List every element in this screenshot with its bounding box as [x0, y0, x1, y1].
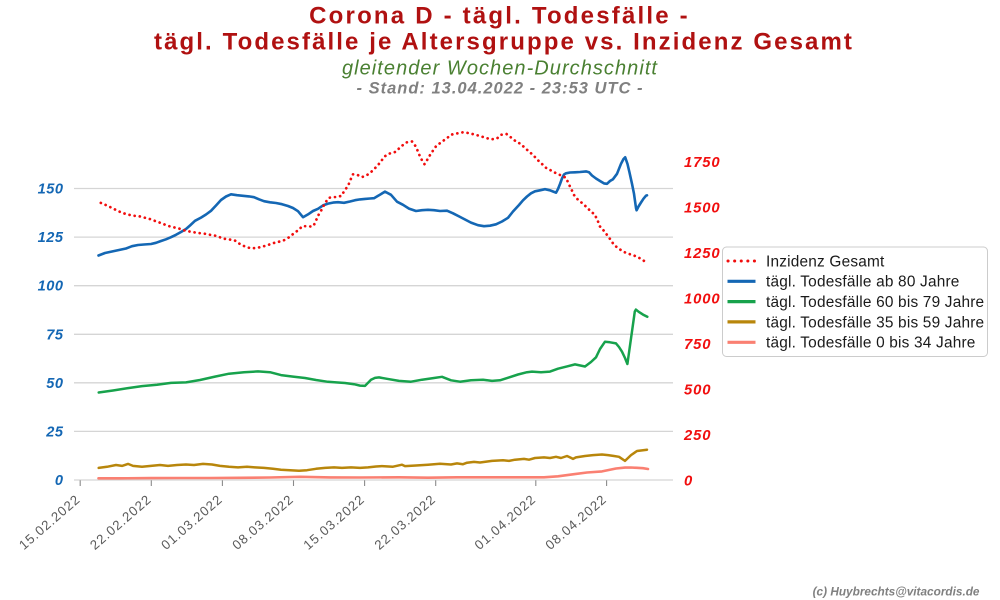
svg-text:tägl. Todesfälle 35 bis 59 Jah: tägl. Todesfälle 35 bis 59 Jahre [766, 314, 984, 331]
svg-text:- Stand: 13.04.2022 - 23:53 UT: - Stand: 13.04.2022 - 23:53 UTC - [356, 79, 643, 97]
svg-text:tägl. Todesfälle je Altersgrup: tägl. Todesfälle je Altersgruppe vs. Inz… [154, 29, 854, 56]
svg-text:0: 0 [684, 473, 693, 489]
svg-text:tägl. Todesfälle 60 bis 79 Jah: tägl. Todesfälle 60 bis 79 Jahre [766, 294, 984, 311]
svg-text:tägl. Todesfälle 0 bis 34 Jahr: tägl. Todesfälle 0 bis 34 Jahre [766, 335, 976, 352]
svg-text:75: 75 [46, 327, 64, 343]
svg-text:tägl. Todesfälle ab 80 Jahre: tägl. Todesfälle ab 80 Jahre [766, 274, 960, 291]
svg-text:500: 500 [684, 382, 711, 398]
svg-text:150: 150 [38, 182, 64, 198]
svg-text:1750: 1750 [684, 155, 721, 171]
svg-text:Corona D - tägl. Todesfälle -: Corona D - tägl. Todesfälle - [309, 3, 690, 30]
svg-text:0: 0 [55, 473, 64, 489]
svg-text:100: 100 [38, 279, 64, 295]
svg-text:125: 125 [38, 230, 64, 246]
svg-text:250: 250 [683, 428, 711, 444]
svg-text:1250: 1250 [684, 246, 721, 262]
svg-text:1500: 1500 [684, 201, 721, 217]
svg-text:(c) Huybrechts@vitacordis.de: (c) Huybrechts@vitacordis.de [813, 585, 980, 599]
svg-text:Inzidenz Gesamt: Inzidenz Gesamt [766, 253, 885, 270]
svg-text:gleitender Wochen-Durchschnitt: gleitender Wochen-Durchschnitt [342, 58, 658, 80]
svg-text:50: 50 [46, 376, 63, 392]
svg-text:25: 25 [45, 424, 64, 440]
svg-text:1000: 1000 [684, 291, 721, 307]
svg-text:750: 750 [684, 337, 711, 353]
